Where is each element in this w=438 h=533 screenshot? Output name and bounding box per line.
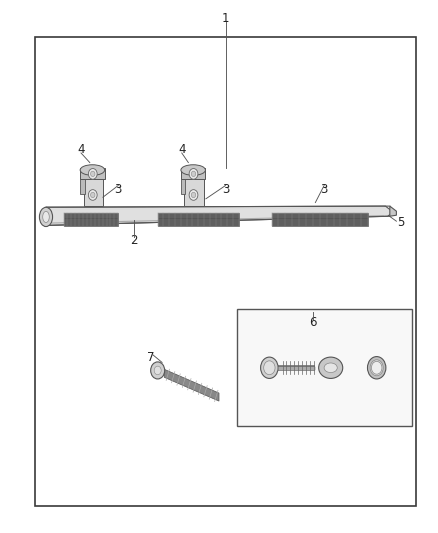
Circle shape bbox=[91, 171, 95, 176]
Circle shape bbox=[88, 190, 97, 200]
Polygon shape bbox=[46, 206, 393, 225]
Text: 7: 7 bbox=[147, 351, 155, 364]
Ellipse shape bbox=[151, 362, 165, 379]
Text: 1: 1 bbox=[222, 12, 230, 25]
Text: 3: 3 bbox=[115, 183, 122, 196]
Ellipse shape bbox=[181, 165, 205, 175]
Ellipse shape bbox=[318, 357, 343, 378]
Polygon shape bbox=[390, 206, 396, 216]
Circle shape bbox=[189, 168, 198, 179]
Circle shape bbox=[191, 171, 196, 176]
Polygon shape bbox=[164, 369, 219, 401]
Bar bbox=[237, 309, 412, 426]
Ellipse shape bbox=[367, 357, 386, 379]
Ellipse shape bbox=[261, 357, 278, 378]
Text: 2: 2 bbox=[130, 235, 138, 247]
Circle shape bbox=[88, 168, 97, 179]
Polygon shape bbox=[158, 213, 239, 226]
Ellipse shape bbox=[370, 360, 383, 376]
Text: 5: 5 bbox=[397, 216, 404, 229]
Polygon shape bbox=[64, 213, 118, 226]
Text: 3: 3 bbox=[222, 183, 229, 196]
Circle shape bbox=[371, 361, 382, 374]
Ellipse shape bbox=[43, 212, 49, 222]
Text: 4: 4 bbox=[77, 143, 85, 156]
Ellipse shape bbox=[324, 363, 337, 373]
Ellipse shape bbox=[154, 366, 161, 375]
Polygon shape bbox=[84, 167, 103, 206]
Polygon shape bbox=[272, 213, 368, 226]
Polygon shape bbox=[80, 167, 105, 179]
Polygon shape bbox=[80, 179, 85, 194]
Ellipse shape bbox=[39, 207, 53, 227]
Ellipse shape bbox=[264, 361, 275, 375]
Circle shape bbox=[189, 190, 198, 200]
Ellipse shape bbox=[80, 165, 105, 175]
Polygon shape bbox=[181, 167, 205, 179]
Text: 3: 3 bbox=[321, 183, 328, 196]
Text: 6: 6 bbox=[309, 316, 317, 329]
Circle shape bbox=[191, 192, 196, 198]
Text: 4: 4 bbox=[178, 143, 186, 156]
Polygon shape bbox=[181, 179, 185, 194]
Bar bbox=[35, 37, 416, 506]
Polygon shape bbox=[184, 167, 204, 206]
Circle shape bbox=[91, 192, 95, 198]
